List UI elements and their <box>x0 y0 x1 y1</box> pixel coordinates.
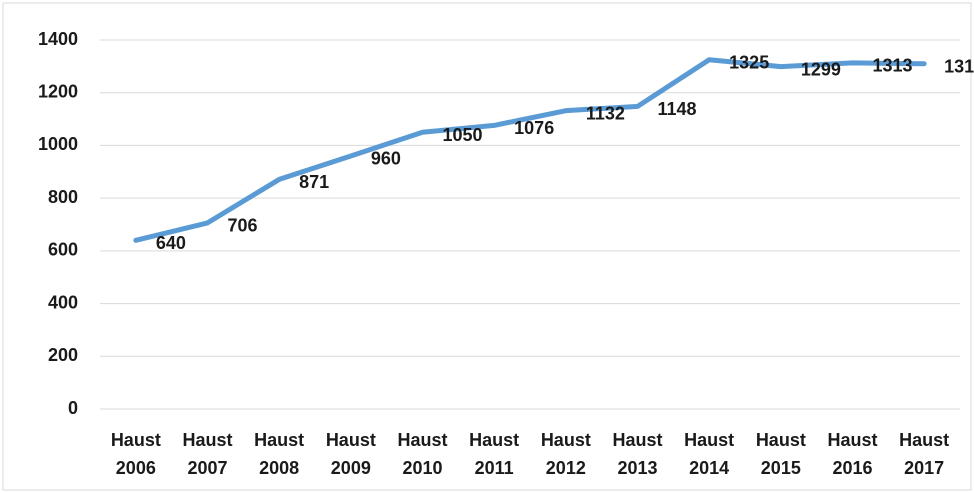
data-label: 1076 <box>514 118 554 138</box>
x-tick-label: Haust 2009 <box>326 430 376 478</box>
data-label: 1148 <box>658 99 697 119</box>
x-tick-label: Haust 2015 <box>756 430 806 478</box>
x-tick-label: Haust 2008 <box>254 430 304 478</box>
y-tick-label: 0 <box>68 398 78 418</box>
x-tick-label: Haust 2010 <box>397 430 447 478</box>
data-label: 1050 <box>443 125 483 145</box>
x-tick-label: Haust 2006 <box>111 430 161 478</box>
data-label: 1313 <box>873 56 913 76</box>
y-tick-label: 1000 <box>38 134 78 154</box>
x-tick-label: Haust 2007 <box>182 430 232 478</box>
x-tick-label: Haust 2016 <box>827 430 877 478</box>
y-tick-label: 400 <box>48 292 78 312</box>
x-tick-label: Haust 2011 <box>469 430 519 478</box>
y-tick-label: 1400 <box>38 29 78 49</box>
x-tick-label: Haust 2017 <box>899 430 949 478</box>
y-tick-label: 200 <box>48 345 78 365</box>
line <box>133 57 927 243</box>
data-label: 871 <box>299 172 329 192</box>
y-tick-label: 1200 <box>38 81 78 101</box>
data-label: 706 <box>228 216 258 236</box>
x-tick-label: Haust 2014 <box>684 430 734 478</box>
y-tick-label: 600 <box>48 240 78 260</box>
data-label: 1325 <box>729 53 769 73</box>
data-label: 640 <box>156 233 186 253</box>
x-tick-label: Haust 2013 <box>612 430 662 478</box>
data-label: 1299 <box>801 59 841 79</box>
y-tick-label: 800 <box>48 187 78 207</box>
x-tick-label: Haust 2012 <box>541 430 591 478</box>
data-label: 960 <box>371 149 401 169</box>
data-label: 1310 <box>944 56 974 76</box>
data-label: 1132 <box>586 103 625 123</box>
